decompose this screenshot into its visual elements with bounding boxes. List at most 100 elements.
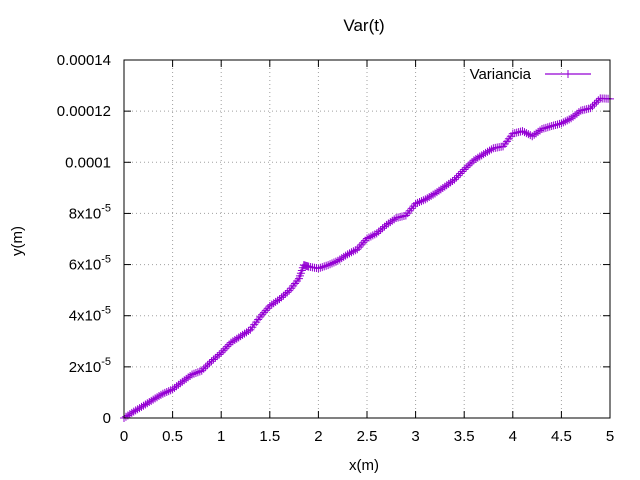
x-tick-label: 0: [120, 428, 128, 445]
y-tick-label: 4x10-5: [69, 305, 111, 325]
y-tick-label-base: 2x10: [69, 359, 102, 376]
data-point: [188, 370, 197, 379]
data-point: [353, 245, 362, 254]
data-point: [283, 288, 292, 297]
data-point: [279, 291, 288, 300]
data-point: [586, 104, 595, 113]
data-point: [219, 346, 228, 355]
data-point: [372, 229, 381, 238]
data-point: [543, 123, 552, 132]
data-point: [524, 130, 533, 139]
data-point: [364, 233, 373, 242]
data-point: [201, 362, 210, 371]
data-point: [452, 173, 461, 182]
x-tick-label: 1.5: [259, 428, 280, 445]
data-point: [160, 388, 169, 397]
series-variancia: [120, 94, 614, 422]
data-point: [397, 212, 406, 221]
data-point: [411, 199, 420, 208]
data-point: [359, 238, 368, 247]
data-point: [217, 348, 226, 357]
data-point: [193, 368, 202, 377]
data-point: [275, 295, 284, 304]
data-point: [351, 246, 360, 255]
data-point: [224, 340, 233, 349]
data-point: [557, 119, 566, 128]
data-point: [203, 361, 212, 370]
data-point: [374, 227, 383, 236]
y-tick-label: 6x10-5: [69, 254, 111, 274]
data-point: [563, 116, 572, 125]
data-point: [211, 353, 220, 362]
x-tick-label: 2: [314, 428, 322, 445]
data-point: [199, 364, 208, 373]
data-point: [594, 96, 603, 105]
data-point: [413, 198, 422, 207]
data-point: [189, 369, 198, 378]
data-point: [205, 359, 214, 368]
data-point: [419, 196, 428, 205]
data-point: [454, 171, 463, 180]
data-point: [415, 197, 424, 206]
data-point: [363, 234, 371, 243]
data-point: [537, 125, 546, 134]
data-point: [197, 366, 206, 375]
legend: Variancia: [470, 66, 591, 83]
data-point: [574, 108, 583, 117]
data-point: [328, 259, 337, 268]
data-point: [221, 344, 230, 353]
data-point: [207, 357, 216, 366]
data-point: [448, 177, 457, 186]
data-point: [345, 249, 354, 258]
data-point: [576, 106, 585, 115]
data-point: [324, 261, 333, 270]
data-point: [549, 121, 558, 130]
data-point: [366, 232, 375, 241]
data-point: [329, 258, 338, 267]
data-point: [164, 387, 173, 396]
data-point: [326, 260, 335, 269]
y-tick-label-base: 0.00014: [57, 52, 111, 69]
legend-marker-sample: [564, 70, 572, 78]
data-point: [464, 161, 473, 170]
y-tick-label-exponent: -5: [101, 254, 111, 266]
data-point: [156, 390, 165, 399]
data-point: [320, 262, 329, 271]
y-tick-label: 0.00014: [57, 52, 111, 69]
data-point: [547, 121, 556, 130]
data-point: [588, 102, 597, 111]
data-point: [158, 389, 167, 398]
data-point: [322, 261, 331, 270]
y-tick-label: 2x10-5: [69, 356, 111, 376]
series-line: [123, 97, 611, 419]
data-point: [209, 355, 218, 364]
y-tick-label-exponent: -5: [101, 356, 111, 368]
data-point: [191, 368, 200, 377]
y-tick-label: 8x10-5: [69, 202, 111, 222]
data-point: [318, 263, 327, 272]
x-tick-label: 4.5: [551, 428, 572, 445]
y-tick-label: 0.0001: [65, 154, 111, 171]
data-point: [450, 175, 459, 184]
data-point: [223, 342, 232, 351]
data-point: [545, 122, 554, 131]
data-point: [555, 119, 564, 128]
y-tick-label-base: 0.00012: [57, 103, 111, 120]
data-point: [592, 98, 601, 107]
data-point: [368, 231, 377, 240]
data-point: [314, 264, 323, 273]
y-tick-label-base: 8x10: [69, 205, 102, 222]
data-point: [349, 247, 358, 256]
data-point: [462, 163, 471, 172]
y-tick-label-base: 6x10: [69, 257, 102, 274]
data-point: [456, 169, 465, 178]
data-point: [392, 214, 401, 223]
x-axis-label: x(m): [349, 457, 379, 474]
x-tick-label: 2.5: [357, 428, 378, 445]
data-point: [378, 224, 387, 233]
data-point: [518, 127, 527, 136]
data-point: [522, 129, 531, 138]
data-point: [417, 197, 426, 206]
data-point: [487, 145, 496, 154]
